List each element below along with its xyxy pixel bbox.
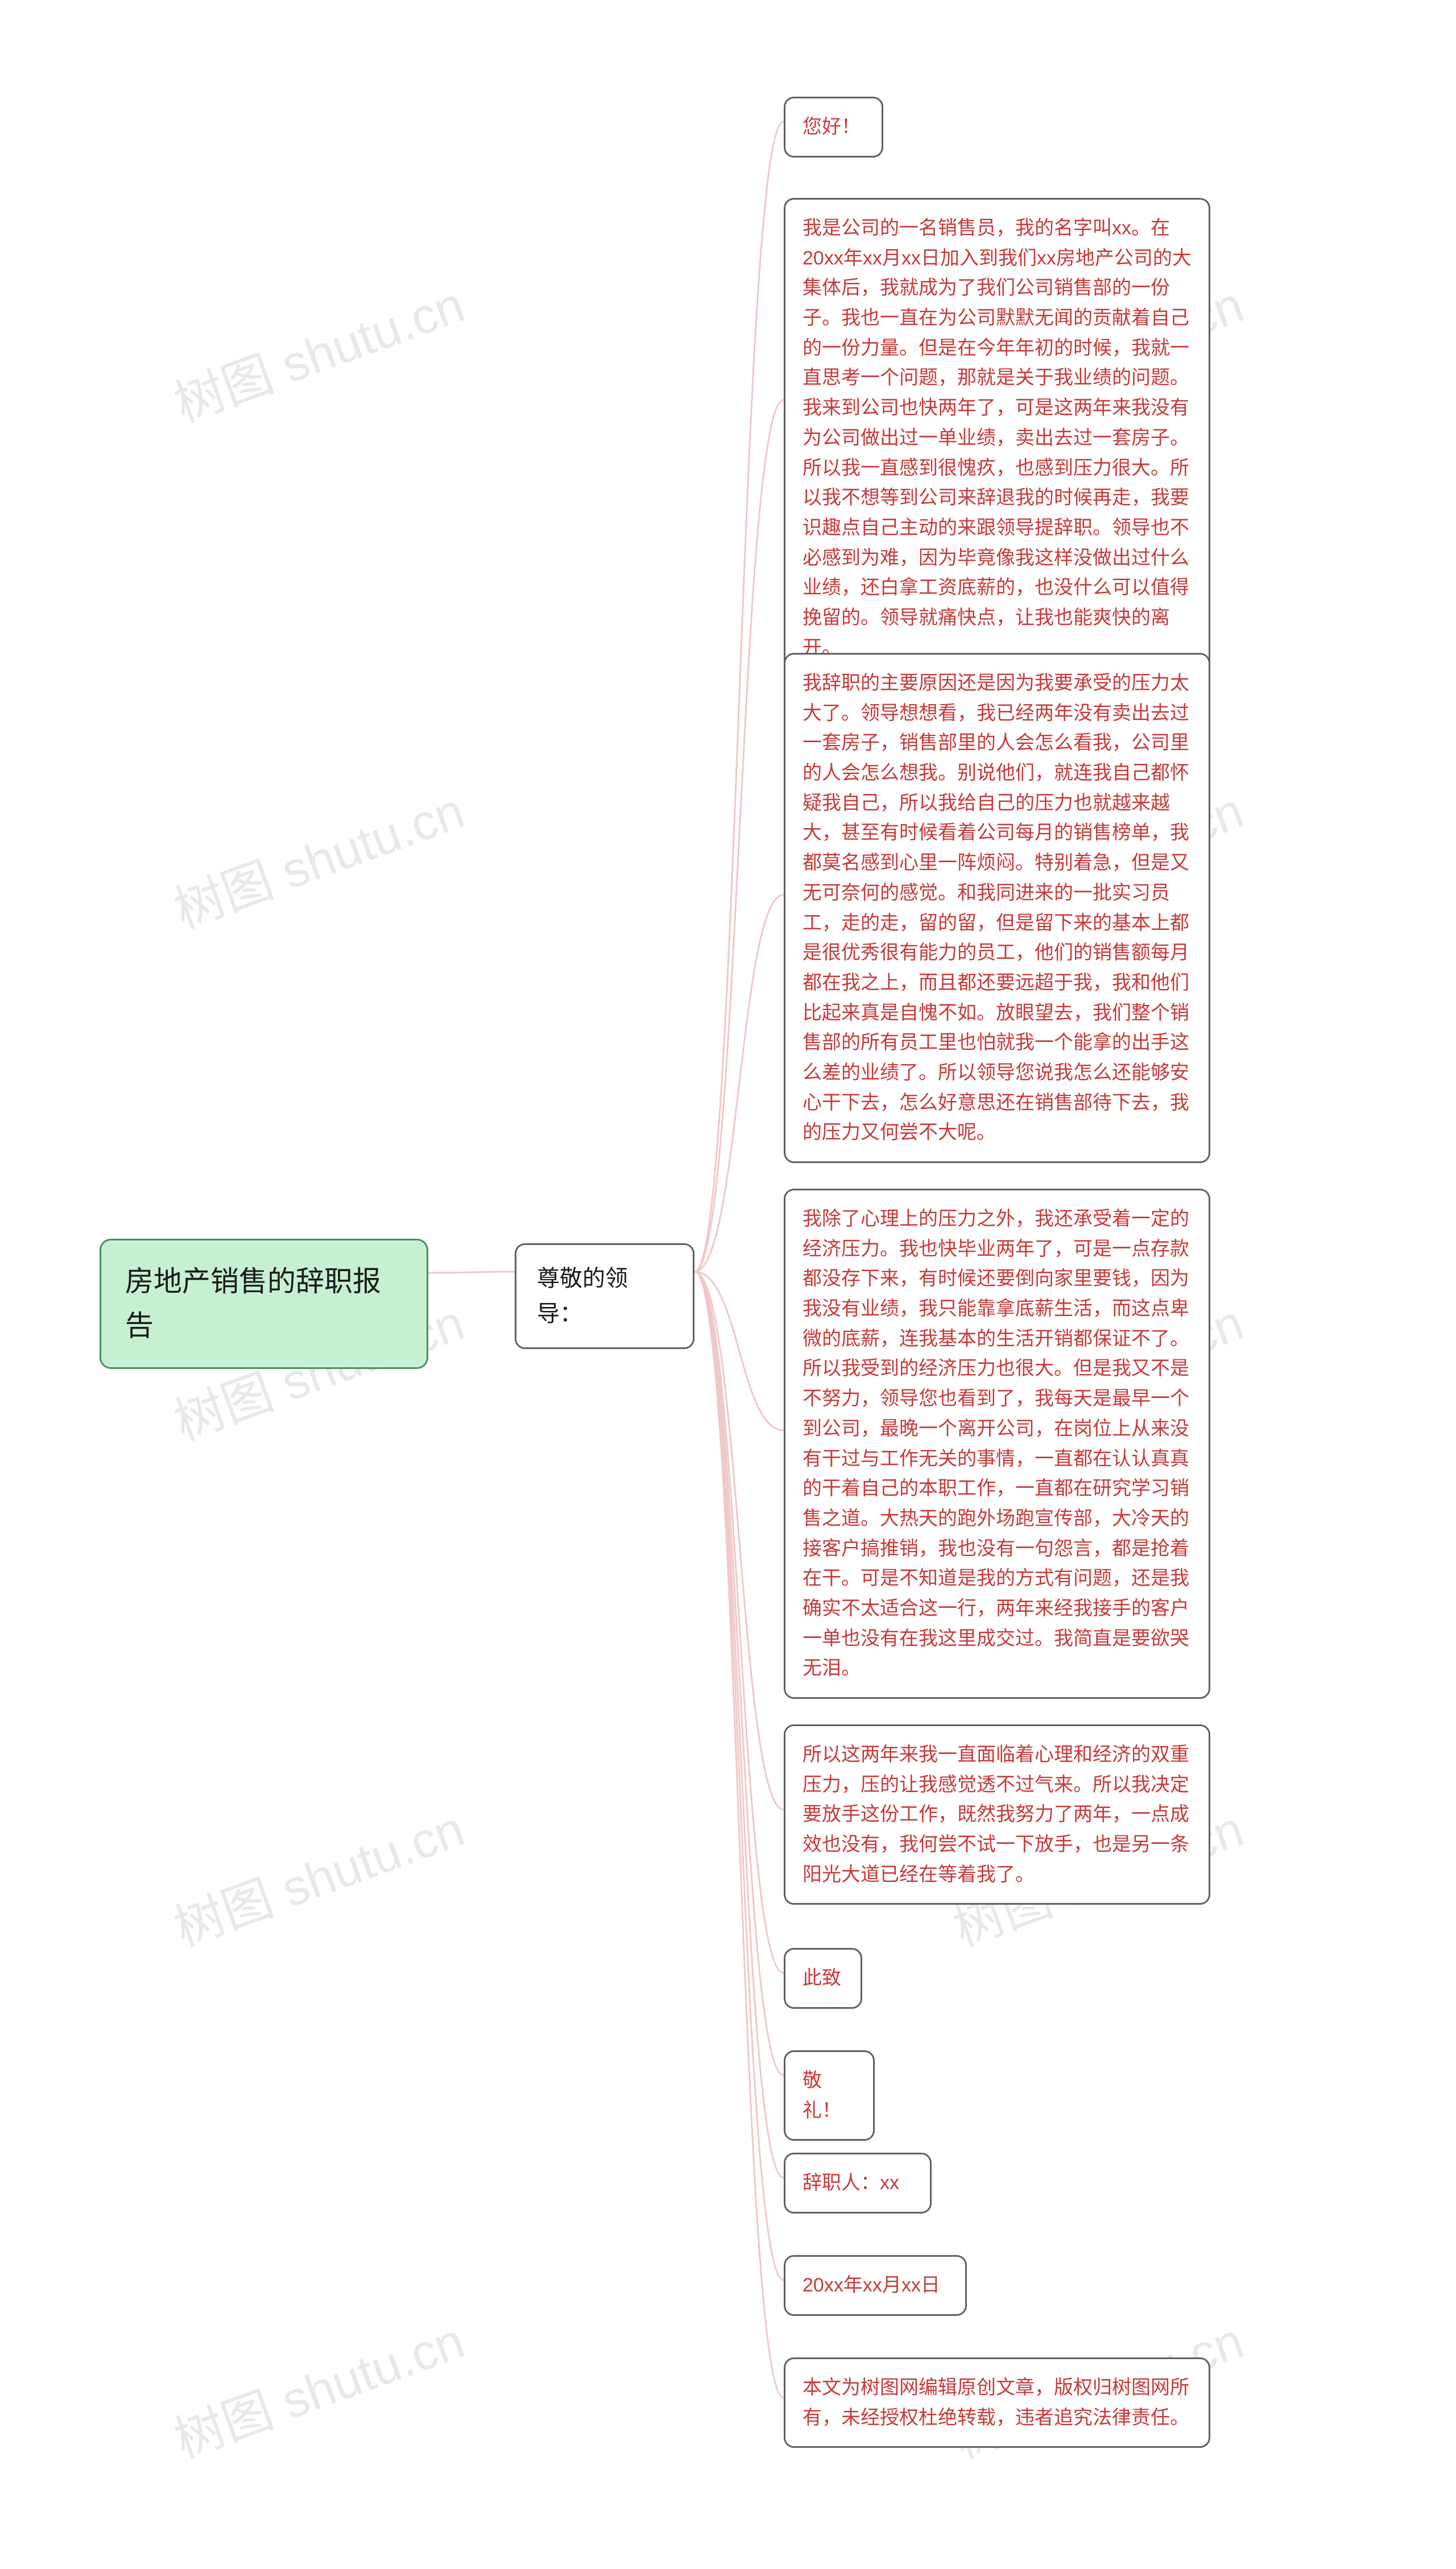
leaf-text: 您好！	[803, 116, 861, 138]
leaf-node-date[interactable]: 20xx年xx月xx日	[784, 2255, 967, 2316]
watermark: 树图 shutu.cn	[163, 264, 473, 436]
leaf-text: 辞职人：xx	[803, 2172, 899, 2194]
leaf-node-conclusion[interactable]: 所以这两年来我一直面临着心理和经济的双重压力，压的让我感觉透不过气来。所以我决定…	[784, 1724, 1210, 1905]
leaf-text: 20xx年xx月xx日	[803, 2274, 940, 2296]
leaf-node-reason-economic[interactable]: 我除了心理上的压力之外，我还承受着一定的经济压力。我也快毕业两年了，可是一点存款…	[784, 1189, 1210, 1699]
watermark: 树图 shutu.cn	[163, 771, 473, 942]
watermark: 树图 shutu.cn	[163, 2301, 473, 2472]
leaf-node-greeting[interactable]: 您好！	[784, 97, 883, 158]
leaf-text: 我是公司的一名销售员，我的名字叫xx。在20xx年xx月xx日加入到我们xx房地…	[803, 217, 1192, 659]
level2-node[interactable]: 尊敬的领导：	[515, 1243, 694, 1349]
root-label: 房地产销售的辞职报告	[125, 1265, 381, 1342]
leaf-node-jingli[interactable]: 敬礼！	[784, 2050, 875, 2141]
root-node[interactable]: 房地产销售的辞职报告	[100, 1239, 428, 1369]
leaf-node-cizhi[interactable]: 此致	[784, 1948, 862, 2009]
leaf-node-intro[interactable]: 我是公司的一名销售员，我的名字叫xx。在20xx年xx月xx日加入到我们xx房地…	[784, 198, 1210, 678]
watermark: 树图 shutu.cn	[163, 1789, 473, 1960]
leaf-text: 所以这两年来我一直面临着心理和经济的双重压力，压的让我感觉透不过气来。所以我决定…	[803, 1744, 1189, 1885]
leaf-text: 我辞职的主要原因还是因为我要承受的压力太大了。领导想想看，我已经两年没有卖出去过…	[803, 672, 1189, 1143]
level2-label: 尊敬的领导：	[537, 1266, 628, 1326]
leaf-node-reason-pressure[interactable]: 我辞职的主要原因还是因为我要承受的压力太大了。领导想想看，我已经两年没有卖出去过…	[784, 653, 1210, 1163]
mindmap-canvas: 树图 shutu.cn 树图 shutu.cn 树图 shutu.cn 树图 s…	[0, 0, 1456, 2569]
leaf-node-copyright[interactable]: 本文为树图网编辑原创文章，版权归树图网所有，未经授权杜绝转载，违者追究法律责任。	[784, 2357, 1210, 2448]
leaf-text: 此致	[803, 1967, 841, 1989]
leaf-text: 敬礼！	[803, 2070, 841, 2121]
leaf-node-signer[interactable]: 辞职人：xx	[784, 2153, 932, 2214]
leaf-text: 我除了心理上的压力之外，我还承受着一定的经济压力。我也快毕业两年了，可是一点存款…	[803, 1208, 1189, 1679]
leaf-text: 本文为树图网编辑原创文章，版权归树图网所有，未经授权杜绝转载，违者追究法律责任。	[803, 2377, 1189, 2429]
